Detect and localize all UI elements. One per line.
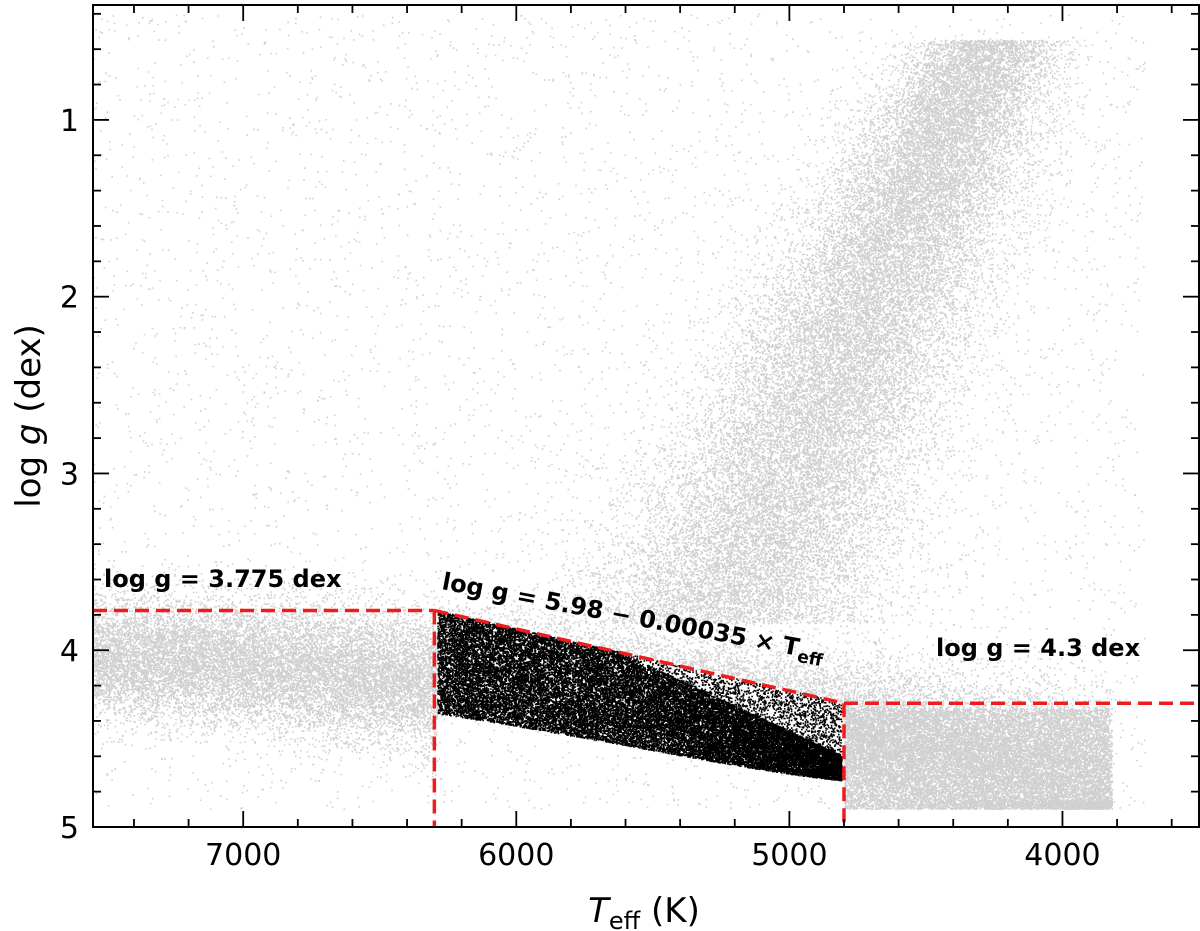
- plot-frame: [92, 4, 1200, 828]
- y-tick-label: 4: [60, 634, 79, 669]
- selection-cut-lines: [93, 608, 1199, 827]
- x-tick-label: 5000: [751, 838, 827, 873]
- y-tick-label: 2: [60, 281, 79, 316]
- y-axis-label: log g (dex): [9, 324, 49, 508]
- x-tick-label: 7000: [205, 838, 281, 873]
- y-tick-label: 1: [60, 104, 79, 139]
- y-tick-labels: 1 2 3 4 5: [60, 104, 79, 846]
- x-axis-label: Teff (K): [588, 891, 700, 931]
- annotation-right-cut: log g = 4.3 dex: [936, 634, 1141, 662]
- scatter-points: [93, 13, 1146, 811]
- x-tick-label: 6000: [478, 838, 554, 873]
- plot-area: [93, 13, 1199, 827]
- scatter-selected-dwarfs: [437, 610, 843, 782]
- annotation-left-cut: log g = 3.775 dex: [104, 565, 342, 593]
- cut-line-2: [433, 608, 845, 705]
- x-tick-labels: 7000 6000 5000 4000: [205, 838, 1101, 873]
- y-tick-label: 5: [60, 811, 79, 846]
- y-tick-label: 3: [60, 457, 79, 492]
- annotation-mid-cut: log g = 5.98 − 0.00035 × Teff: [439, 567, 827, 671]
- axis-ticks: [93, 5, 1199, 828]
- x-tick-label: 4000: [1024, 838, 1100, 873]
- scatter-all-stars: [93, 13, 1146, 811]
